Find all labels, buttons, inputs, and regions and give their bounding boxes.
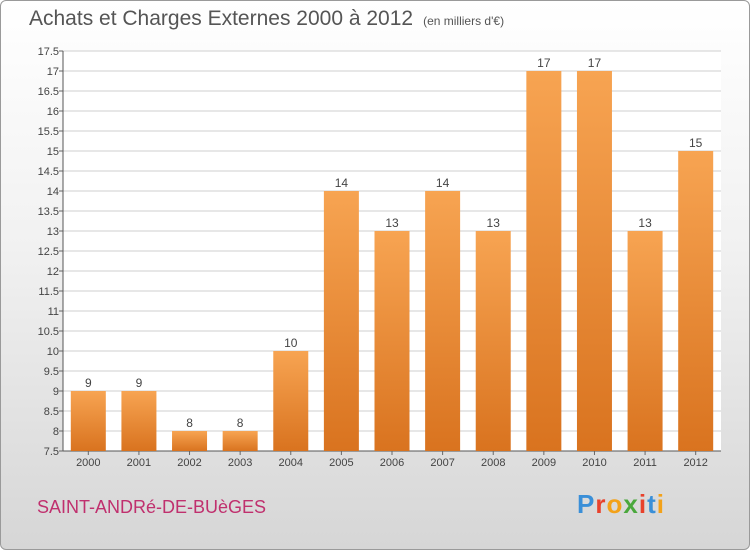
data-label: 13 — [638, 216, 652, 230]
bar-2001 — [121, 391, 157, 451]
y-tick-label: 14 — [47, 186, 59, 198]
y-tick-label: 12.5 — [38, 246, 59, 258]
x-tick-label: 2006 — [380, 457, 404, 469]
bar-2004 — [273, 351, 309, 451]
x-tick-label: 2004 — [279, 457, 303, 469]
logo-letter: i — [638, 489, 648, 519]
bar-2006 — [374, 231, 410, 451]
y-tick-label: 11.5 — [38, 286, 59, 298]
data-label: 17 — [537, 56, 551, 70]
y-tick-label: 7.5 — [44, 446, 59, 458]
data-label: 14 — [335, 176, 349, 190]
y-tick-label: 8.5 — [44, 406, 59, 418]
x-tick-label: 2005 — [329, 457, 353, 469]
logo-letter: x — [623, 489, 639, 519]
y-tick-label: 12 — [47, 266, 59, 278]
data-label: 9 — [85, 376, 92, 390]
x-tick-label: 2011 — [633, 457, 657, 469]
bar-2002 — [172, 431, 208, 451]
data-label: 8 — [186, 416, 193, 430]
y-tick-label: 9 — [53, 386, 59, 398]
x-tick-label: 2007 — [430, 457, 454, 469]
y-tick-label: 13 — [47, 226, 59, 238]
y-tick-label: 16 — [47, 106, 59, 118]
x-tick-label: 2010 — [582, 457, 606, 469]
x-tick-label: 2000 — [76, 457, 100, 469]
chart-title-unit: (en milliers d'€) — [423, 14, 505, 28]
y-tick-label: 16.5 — [38, 86, 59, 98]
x-tick-label: 2003 — [228, 457, 252, 469]
chart-title: Achats et Charges Externes 2000 à 2012 (e… — [29, 7, 504, 31]
logo-letter: t — [647, 489, 657, 519]
data-label: 14 — [436, 176, 450, 190]
bar-2000 — [70, 391, 106, 451]
y-tick-label: 10.5 — [38, 326, 59, 338]
bar-2003 — [222, 431, 258, 451]
logo-letter: o — [606, 489, 624, 519]
y-tick-label: 11 — [48, 306, 59, 318]
x-tick-label: 2012 — [683, 457, 707, 469]
data-label: 17 — [588, 56, 602, 70]
bar-2008 — [475, 231, 511, 451]
x-tick-label: 2009 — [532, 457, 556, 469]
data-label: 13 — [385, 216, 399, 230]
bar-2009 — [526, 71, 562, 451]
x-tick-label: 2008 — [481, 457, 505, 469]
x-tick-label: 2002 — [177, 457, 201, 469]
y-tick-label: 15 — [47, 146, 59, 158]
data-label: 13 — [487, 216, 501, 230]
logo-letter: i — [656, 489, 665, 519]
y-tick-label: 8 — [53, 426, 59, 438]
y-tick-label: 15.5 — [38, 126, 59, 138]
y-tick-label: 9.5 — [44, 366, 59, 378]
data-label: 8 — [237, 416, 244, 430]
x-tick-label: 2001 — [127, 457, 151, 469]
bar-2007 — [425, 191, 461, 451]
bar-2011 — [627, 231, 663, 451]
y-tick-label: 10 — [47, 346, 59, 358]
y-tick-label: 13.5 — [38, 206, 59, 218]
logo-letter: P — [577, 489, 596, 519]
bar-2010 — [576, 71, 612, 451]
bar-2005 — [323, 191, 359, 451]
logo-letter: r — [595, 489, 607, 519]
bar-2012 — [678, 151, 714, 451]
proxiti-logo: Proxiti — [577, 489, 665, 520]
y-tick-label: 17 — [47, 66, 59, 78]
data-label: 9 — [136, 376, 143, 390]
data-label: 15 — [689, 136, 703, 150]
y-tick-label: 17.5 — [38, 46, 59, 58]
chart-title-main: Achats et Charges Externes 2000 à 2012 — [29, 7, 414, 30]
commune-name: SAINT-ANDRé-DE-BUèGES — [37, 497, 267, 517]
y-tick-label: 14.5 — [38, 166, 59, 178]
data-label: 10 — [284, 336, 298, 350]
